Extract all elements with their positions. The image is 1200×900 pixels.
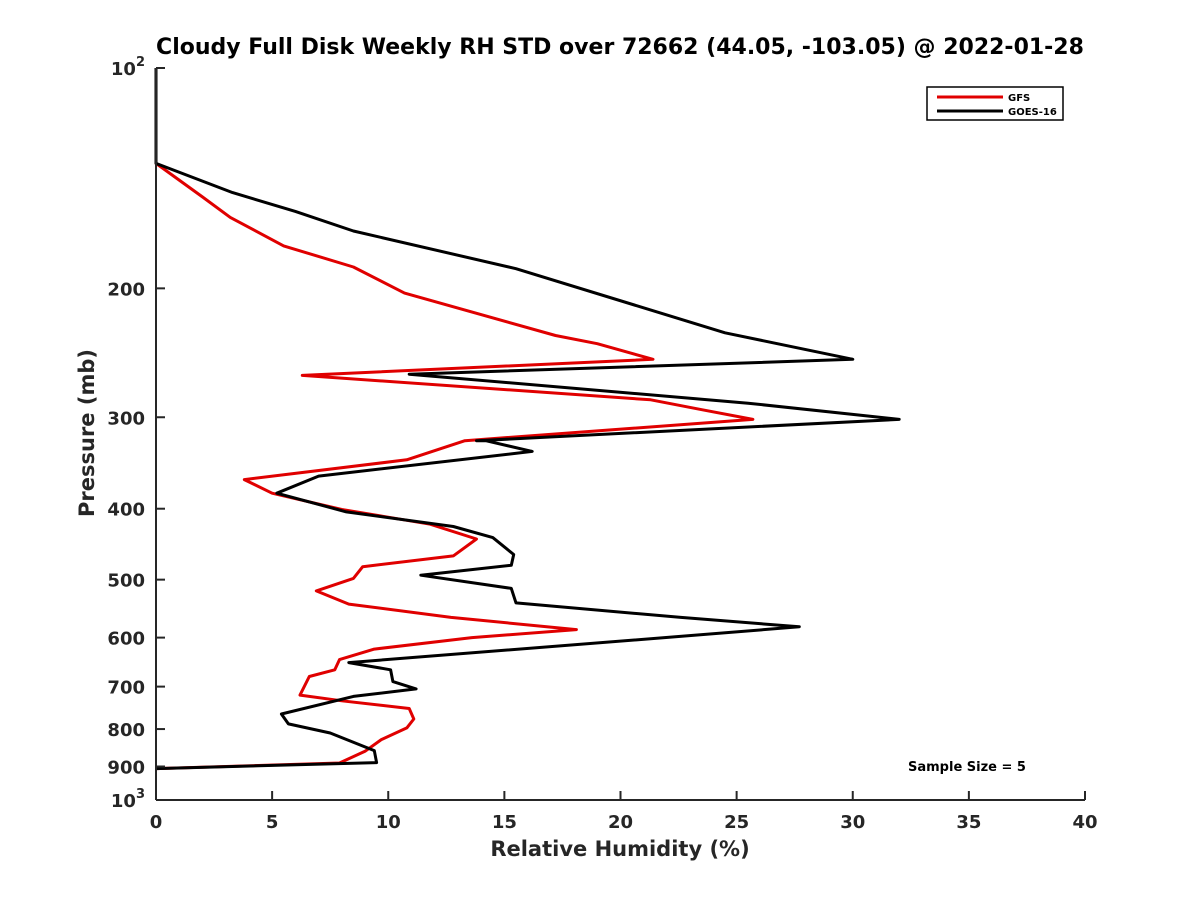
y-tick-label: 700 [107, 678, 145, 699]
x-tick-label: 40 [1072, 812, 1097, 833]
legend-label-goes16: GOES-16 [1008, 107, 1057, 118]
sample-size-annotation: Sample Size = 5 [908, 760, 1026, 775]
y-tick-label: 600 [107, 629, 145, 650]
legend: GFS GOES-16 [926, 86, 1064, 121]
y-tick-label: 103 [111, 787, 145, 812]
x-tick-label: 30 [840, 812, 865, 833]
y-tick-label: 500 [107, 571, 145, 592]
chart-title: Cloudy Full Disk Weekly RH STD over 7266… [156, 35, 1084, 60]
series-line-goes-16 [154, 68, 901, 771]
y-axis-label: Pressure (mb) [75, 349, 99, 517]
x-tick-label: 10 [376, 812, 401, 833]
y-tick-label: 400 [107, 500, 145, 521]
y-tick-label: 900 [107, 758, 145, 779]
axes-group: 0 5 10 15 20 25 30 35 40 102 200 300 400 500 600 700 800… [107, 55, 1097, 833]
x-tick-label: 25 [724, 812, 749, 833]
y-tick-label: 102 [111, 55, 145, 80]
y-tick-label: 300 [107, 408, 145, 429]
series-line-gfs [154, 68, 755, 771]
x-tick-label: 0 [150, 812, 163, 833]
y-tick-label: 800 [107, 720, 145, 741]
x-tick-label: 35 [956, 812, 981, 833]
x-tick-label: 5 [266, 812, 279, 833]
series-group [154, 68, 901, 771]
legend-label-gfs: GFS [1008, 93, 1030, 104]
x-tick-label: 15 [492, 812, 517, 833]
x-tick-label: 20 [608, 812, 633, 833]
x-axis-label: Relative Humidity (%) [490, 837, 749, 861]
legend-box [926, 86, 1064, 121]
y-tick-label: 200 [107, 279, 145, 300]
